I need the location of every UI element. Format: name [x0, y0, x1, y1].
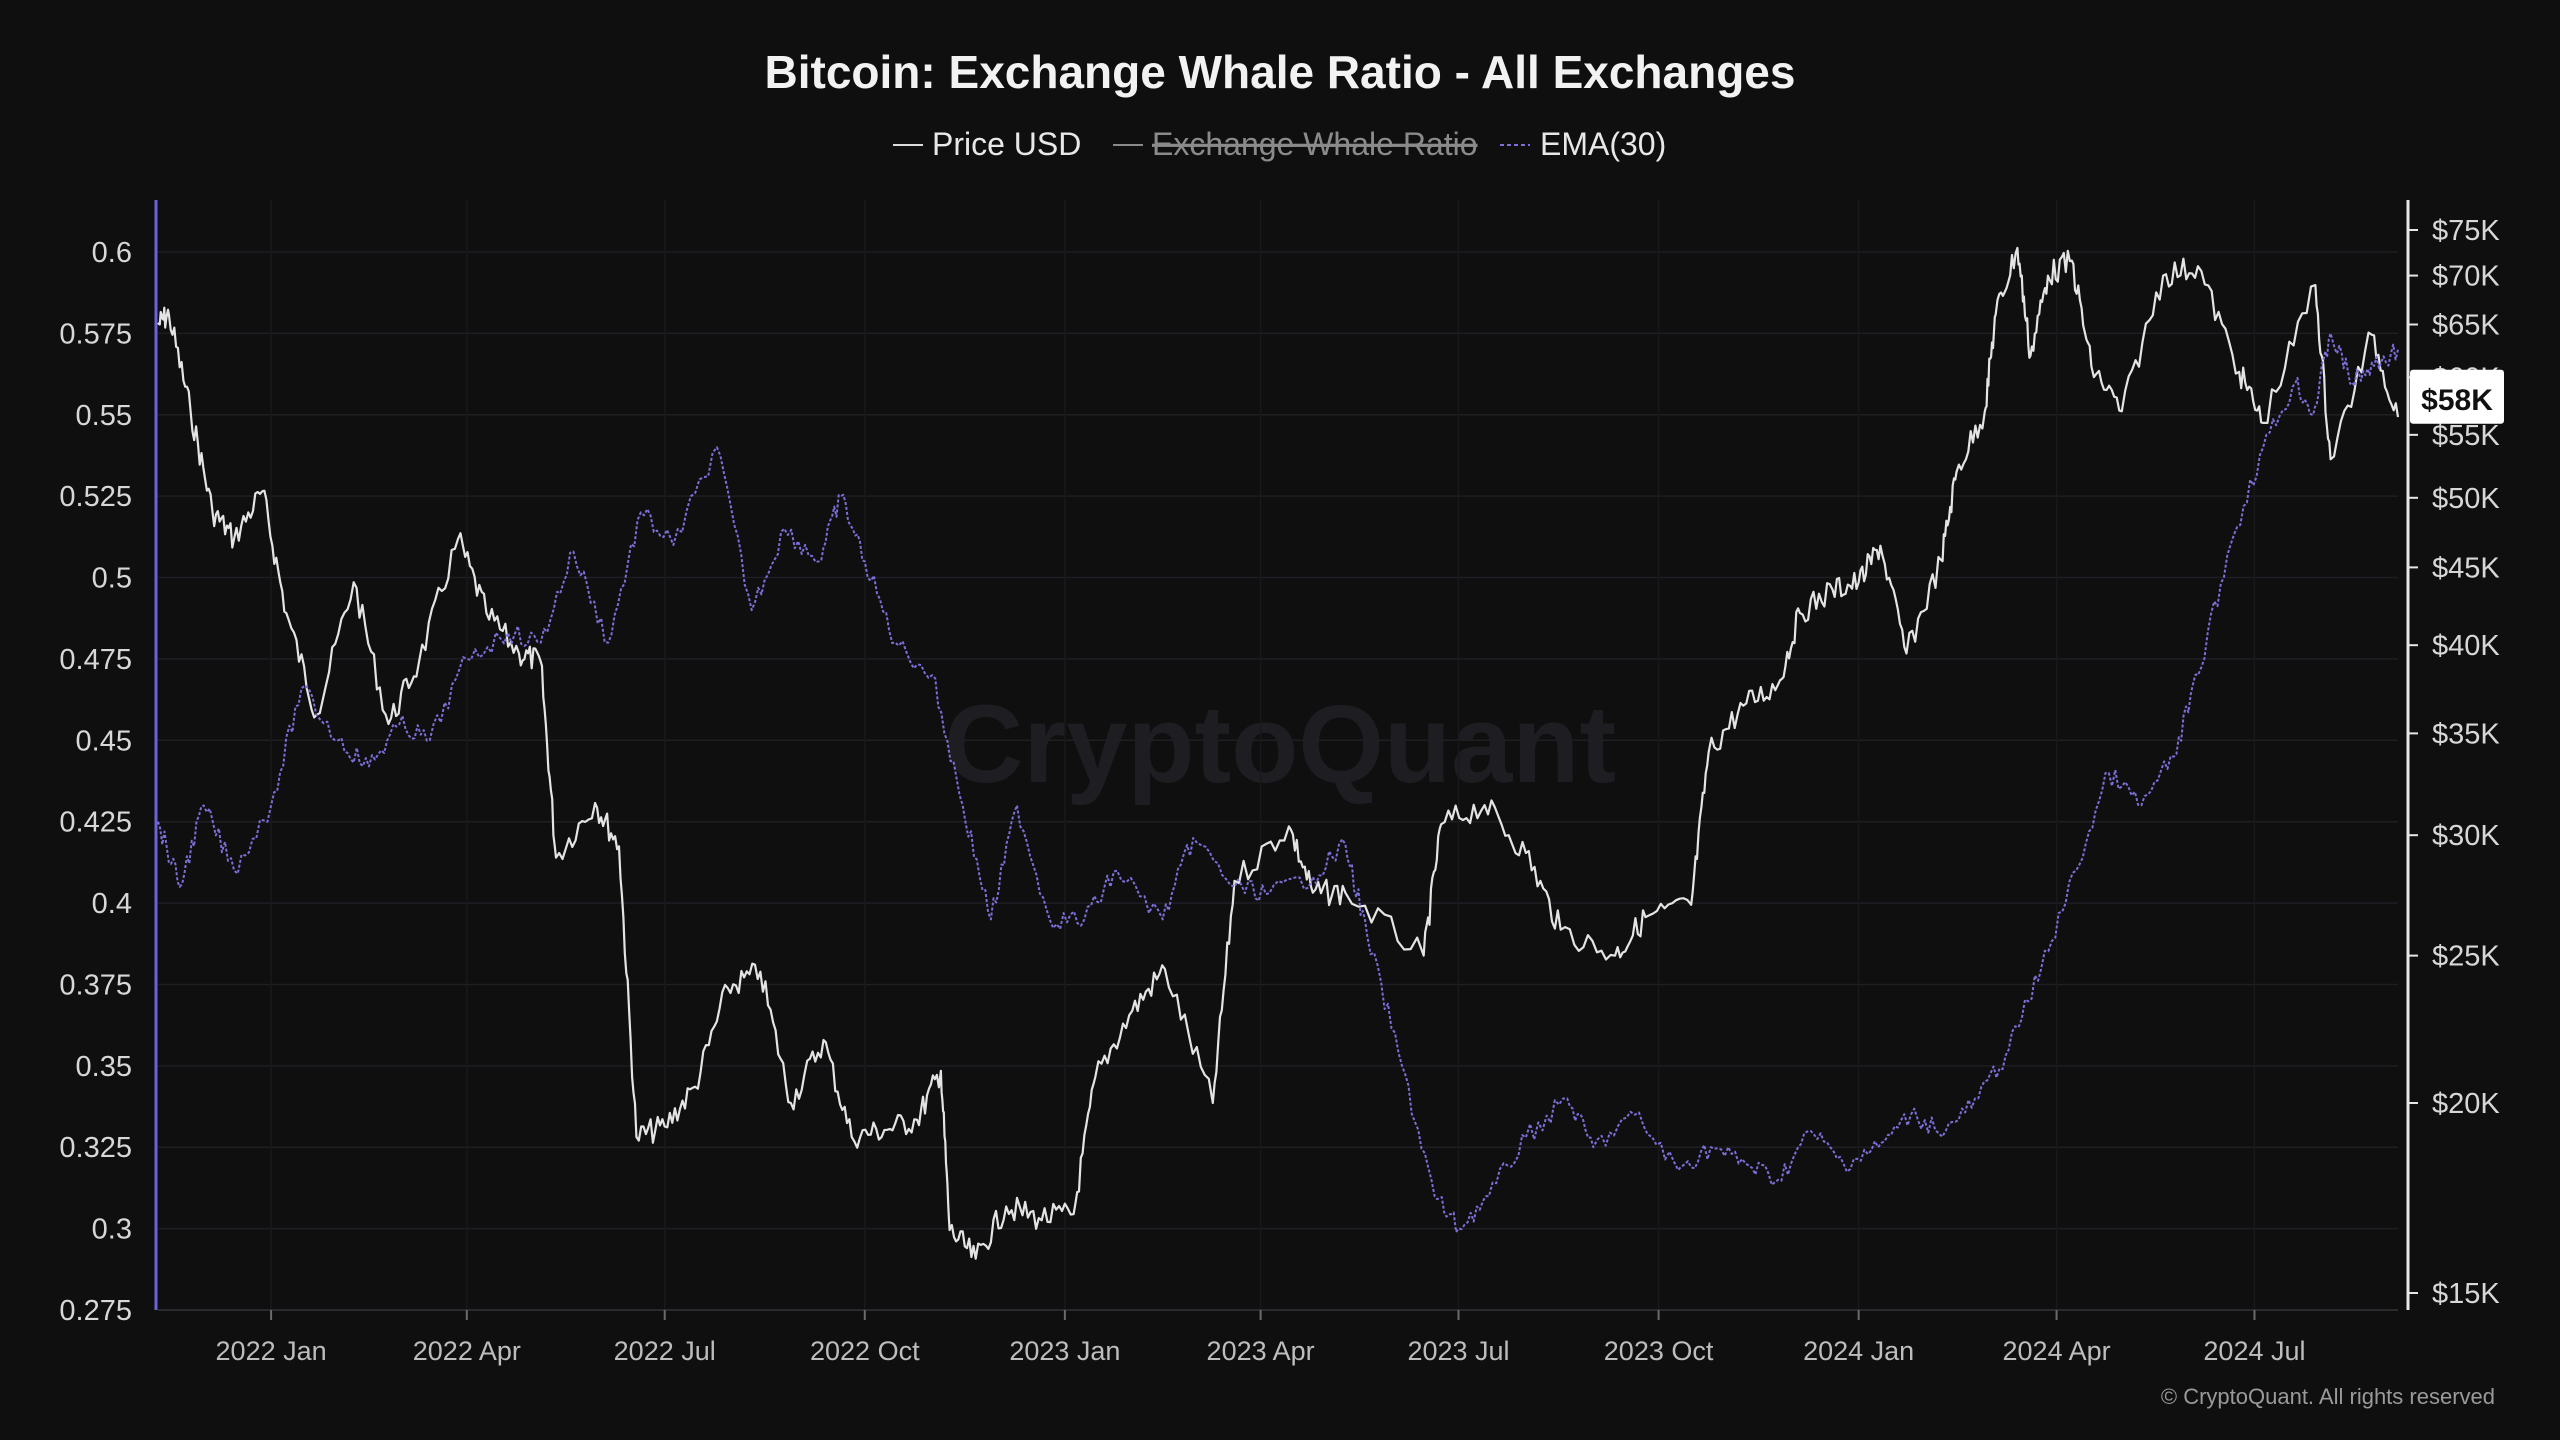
left-axis-tick-label: 0.425 [59, 807, 132, 839]
left-axis-tick-label: 0.55 [76, 400, 132, 432]
right-axis-tick-label: $70K [2432, 261, 2500, 293]
left-axis-tick-label: 0.525 [59, 481, 132, 513]
x-axis-tick-label: 2023 Apr [1207, 1336, 1315, 1366]
chart-title: Bitcoin: Exchange Whale Ratio - All Exch… [765, 46, 1796, 98]
left-axis-tick-label: 0.275 [59, 1295, 132, 1327]
gridlines [158, 200, 2398, 1311]
legend-label-price[interactable]: Price USD [932, 126, 1081, 162]
right-axis-tick-label: $20K [2432, 1088, 2500, 1120]
right-axis-tick-label: $15K [2432, 1278, 2500, 1310]
x-axis-tick-label: 2023 Oct [1604, 1336, 1714, 1366]
right-axis-tick-label: $45K [2432, 552, 2500, 584]
right-axis-tick-label: $55K [2432, 420, 2500, 452]
current-price-badge: $58K [2410, 369, 2504, 424]
series-line-price-usd [157, 246, 2400, 1260]
series-line-ema30 [157, 332, 2399, 1234]
legend-label-whale-ratio[interactable]: Exchange Whale Ratio [1152, 126, 1478, 162]
right-axis-tick-label: $40K [2432, 630, 2500, 662]
right-axis-tick-label: $30K [2432, 820, 2500, 852]
current-price-badge-label: $58K [2421, 384, 2493, 417]
left-axis-tick-label: 0.6 [92, 237, 132, 269]
left-axis-tick-label: 0.3 [92, 1214, 132, 1246]
left-axis-tick-label: 0.45 [76, 725, 132, 757]
x-axis-tick-label: 2022 Jul [614, 1336, 716, 1366]
legend[interactable]: Price USD Exchange Whale Ratio EMA(30) [893, 126, 1666, 162]
x-axis: 2022 Jan 2022 Apr 2022 Jul 2022 Oct 2023 Jan… [158, 1309, 2398, 1366]
right-axis-tick-label: $65K [2432, 310, 2500, 342]
legend-label-ema[interactable]: EMA(30) [1540, 126, 1666, 162]
x-axis-tick-label: 2024 Jan [1803, 1336, 1914, 1366]
x-axis-tick-label: 2023 Jul [1407, 1336, 1509, 1366]
right-axis: $75K$70K$65K$60K$55K$50K$45K$40K$35K$30K… [2406, 200, 2500, 1310]
left-axis: 0.6 0.575 0.55 0.525 0.5 0.475 0.45 0.425 0.4 0.3… [59, 200, 158, 1327]
left-axis-tick-label: 0.5 [92, 563, 132, 595]
left-axis-tick-label: 0.475 [59, 644, 132, 676]
watermark: CryptoQuant [944, 683, 1616, 806]
current-price-badge-box [2410, 369, 2504, 424]
right-axis-tick-label: $75K [2432, 215, 2500, 247]
x-axis-tick-label: 2022 Oct [810, 1336, 920, 1366]
x-axis-tick-label: 2022 Jan [216, 1336, 327, 1366]
left-axis-tick-label: 0.4 [92, 888, 132, 920]
left-axis-tick-label: 0.575 [59, 318, 132, 350]
copyright: © CryptoQuant. All rights reserved [2161, 1384, 2495, 1409]
right-axis-tick-label: $35K [2432, 718, 2500, 750]
x-axis-tick-label: 2024 Jul [2203, 1336, 2305, 1366]
left-axis-tick-label: 0.375 [59, 969, 132, 1001]
x-axis-tick-label: 2022 Apr [413, 1336, 521, 1366]
left-axis-tick-label: 0.325 [59, 1132, 132, 1164]
x-axis-tick-label: 2023 Jan [1009, 1336, 1120, 1366]
left-axis-tick-label: 0.35 [76, 1051, 132, 1083]
series-layer [157, 246, 2400, 1260]
right-axis-tick-label: $50K [2432, 483, 2500, 515]
right-axis-tick-label: $25K [2432, 941, 2500, 973]
x-axis-tick-label: 2024 Apr [2003, 1336, 2111, 1366]
